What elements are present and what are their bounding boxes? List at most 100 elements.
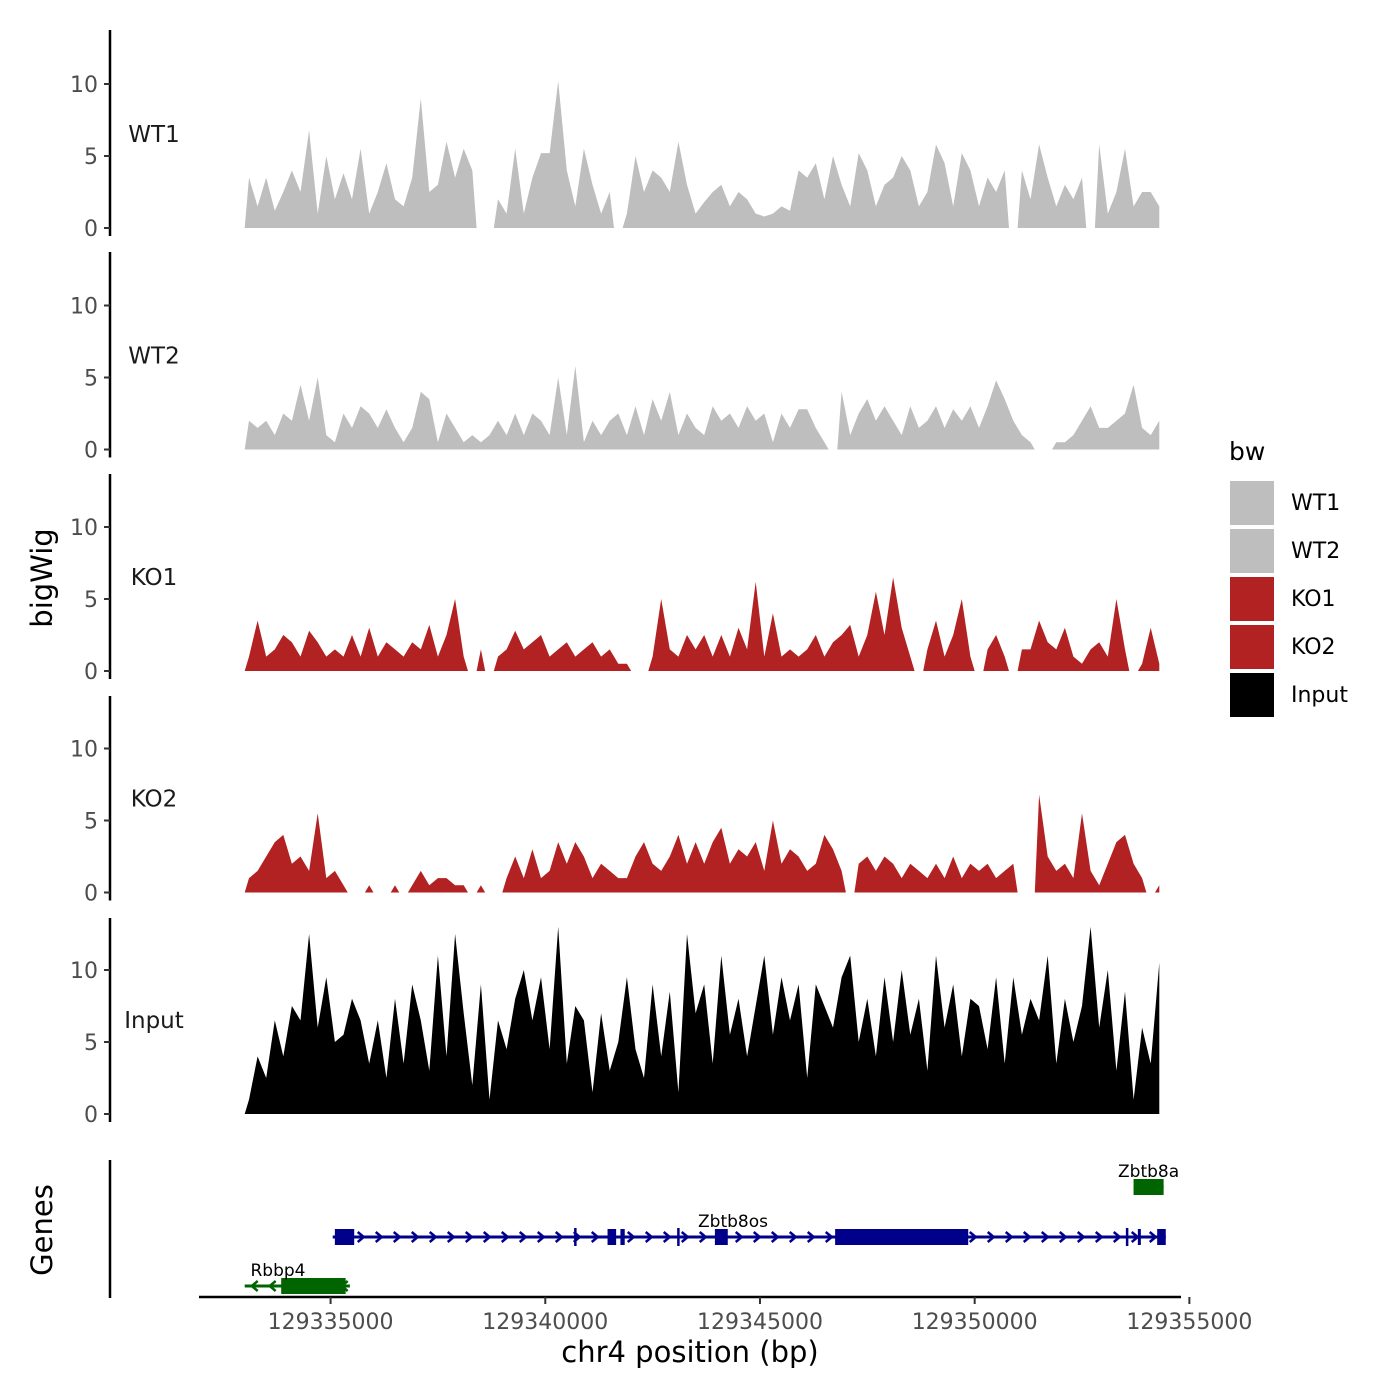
strand-arrow <box>590 1231 600 1243</box>
gene-label: Zbtb8os <box>698 1212 768 1232</box>
strand-arrow <box>392 1231 402 1243</box>
y-tick-label: 5 <box>84 1031 98 1056</box>
strand-arrow <box>518 1231 528 1243</box>
exon <box>281 1278 346 1294</box>
signal-area-ko1 <box>648 577 915 671</box>
exon <box>1137 1229 1141 1245</box>
track-label: KO2 <box>131 787 178 813</box>
strand-arrow <box>662 1231 672 1243</box>
signal-area-ko2 <box>244 813 348 893</box>
strand-arrow <box>536 1231 546 1243</box>
track-label: WT1 <box>128 122 179 148</box>
strand-arrow <box>1148 1231 1158 1243</box>
strand-arrow <box>1112 1231 1122 1243</box>
strand-arrow <box>1130 1231 1140 1243</box>
strand-arrow <box>1004 1231 1014 1243</box>
strand-arrow <box>644 1231 654 1243</box>
strand-arrow <box>356 1231 366 1243</box>
y-axis-label-bigwig: bigWig <box>25 528 59 627</box>
strand-arrow <box>806 1231 816 1243</box>
y-tick-label: 5 <box>84 810 98 835</box>
signal-area-ko2 <box>390 885 400 893</box>
signal-area-wt1 <box>1094 144 1160 228</box>
signal-area-wt1 <box>1017 144 1087 228</box>
y-tick-label: 0 <box>84 217 98 242</box>
signal-area-wt1 <box>622 141 1009 228</box>
strand-arrow <box>482 1231 492 1243</box>
x-tick-label: 129355000 <box>1126 1310 1252 1335</box>
signal-area-ko2 <box>502 820 846 893</box>
gene-label: Rbbp4 <box>250 1261 305 1281</box>
x-axis-title: chr4 position (bp) <box>561 1335 818 1369</box>
track-label: KO1 <box>131 565 178 591</box>
signal-area-ko2 <box>407 870 468 893</box>
signal-area-ko1 <box>1137 627 1160 671</box>
y-tick-label: 0 <box>84 439 98 464</box>
y-tick-label: 5 <box>84 367 98 392</box>
gene-zbtb8os: Zbtb8os <box>332 1212 1166 1246</box>
signal-area-input <box>244 926 1160 1114</box>
signal-area-ko2 <box>1155 885 1160 893</box>
strand-arrow <box>968 1231 978 1243</box>
strand-arrow <box>428 1231 438 1243</box>
y-tick-label: 0 <box>84 660 98 685</box>
signal-area-ko1 <box>244 599 468 671</box>
exon <box>607 1229 617 1245</box>
strand-arrow <box>464 1231 474 1243</box>
gene-panel: Zbtb8a Zbtb8os Rbbp4 <box>108 1160 1179 1298</box>
x-tick-label: 129335000 <box>268 1310 394 1335</box>
track-label: Input <box>124 1008 184 1034</box>
track-panels: 0 5 10 WT1 0 5 10 WT2 0 5 10 KO1 0 5 10 KO2 0 5 10 Input <box>70 30 1160 1128</box>
signal-area-ko1 <box>493 630 632 671</box>
gene-label: Zbtb8a <box>1118 1162 1179 1182</box>
signal-area-ko2 <box>364 885 374 893</box>
y-tick-label: 10 <box>70 516 98 541</box>
y-tick-label: 10 <box>70 295 98 320</box>
signal-area-ko1 <box>476 649 486 671</box>
gene-rbbp4: Rbbp4 <box>244 1261 350 1294</box>
strand-arrow <box>752 1231 762 1243</box>
y-tick-label: 10 <box>70 73 98 98</box>
legend-label-ko1: KO1 <box>1291 587 1336 612</box>
strand-arrow <box>986 1231 996 1243</box>
legend-label-input: Input <box>1291 683 1348 708</box>
y-tick-label: 5 <box>84 588 98 613</box>
exon <box>1133 1179 1164 1195</box>
y-axis-label-genes: Genes <box>25 1184 59 1276</box>
signal-area-ko1 <box>983 635 1009 671</box>
y-tick-label: 10 <box>70 738 98 763</box>
strand-arrow <box>554 1231 564 1243</box>
y-tick-label: 0 <box>84 1103 98 1128</box>
signal-area-ko2 <box>854 856 1018 893</box>
track-label: WT2 <box>128 344 179 370</box>
exon <box>835 1229 969 1245</box>
strand-arrow <box>374 1231 384 1243</box>
legend-swatch-wt1 <box>1230 481 1274 525</box>
y-tick-label: 5 <box>84 145 98 170</box>
legend-swatch-ko2 <box>1230 625 1274 669</box>
signal-area-wt2 <box>244 366 829 450</box>
legend-swatch-wt2 <box>1230 529 1274 573</box>
strand-arrow <box>626 1231 636 1243</box>
gene-zbtb8a: Zbtb8a <box>1118 1162 1179 1195</box>
strand-arrow <box>249 1280 259 1292</box>
exon <box>334 1229 355 1245</box>
strand-arrow <box>698 1231 708 1243</box>
y-tick-label: 0 <box>84 882 98 907</box>
strand-arrow <box>1058 1231 1068 1243</box>
x-axis: 129335000 129340000 129345000 129350000 1293… <box>199 1295 1252 1335</box>
strand-arrow <box>1022 1231 1032 1243</box>
legend-swatch-ko1 <box>1230 577 1274 621</box>
track-ko2: 0 5 10 KO2 <box>70 696 1160 907</box>
signal-area-ko2 <box>476 885 486 893</box>
signal-area-ko1 <box>923 599 975 671</box>
signal-area-wt1 <box>493 81 614 228</box>
strand-arrow <box>824 1231 834 1243</box>
exon <box>1157 1229 1166 1245</box>
strand-arrow <box>1076 1231 1086 1243</box>
strand-arrow <box>446 1231 456 1243</box>
track-ko1: 0 5 10 KO1 <box>70 474 1160 685</box>
legend: bw WT1 WT2 KO1 KO2 Input <box>1229 437 1348 717</box>
strand-arrow <box>410 1231 420 1243</box>
